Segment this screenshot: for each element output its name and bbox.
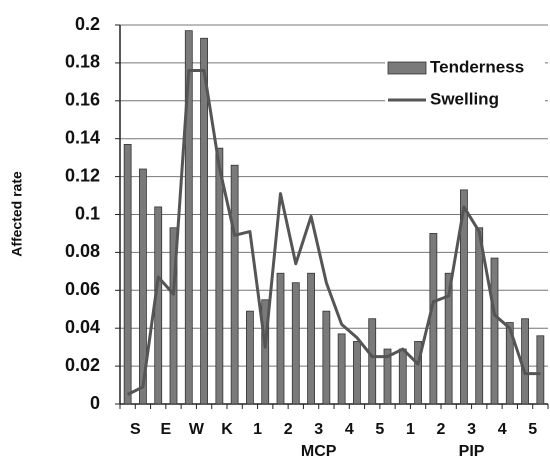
x-tick-label: 3 xyxy=(314,421,323,438)
y-tick-label: 0.06 xyxy=(65,279,100,299)
x-tick-label: 3 xyxy=(467,421,476,438)
x-tick-label: 4 xyxy=(345,421,354,438)
x-tick-label: 5 xyxy=(375,421,384,438)
bar xyxy=(475,227,484,405)
line xyxy=(126,68,541,396)
y-tick-label: 0.16 xyxy=(65,90,100,110)
x-tick-label: 1 xyxy=(406,421,415,438)
bar xyxy=(261,299,270,405)
bar xyxy=(139,168,147,405)
x-tick-label: 1 xyxy=(253,421,262,438)
x-tick-label: 4 xyxy=(498,421,507,438)
y-tick-label: 0.14 xyxy=(65,127,100,147)
group-label: PIP xyxy=(459,443,485,460)
y-axis-label: Affected rate xyxy=(9,171,25,257)
bar xyxy=(307,272,315,405)
bar xyxy=(246,310,254,405)
bar xyxy=(230,164,239,405)
bar xyxy=(322,310,331,405)
y-tick-label: 0.2 xyxy=(75,14,100,34)
x-tick-label: S xyxy=(130,421,141,438)
bar xyxy=(444,272,453,405)
bar xyxy=(200,37,208,405)
bar xyxy=(368,318,377,405)
bar xyxy=(276,272,285,405)
x-tick-label: K xyxy=(221,421,233,438)
y-tick-label: 0.1 xyxy=(75,203,100,223)
bar xyxy=(123,143,132,405)
y-tick-label: 0 xyxy=(90,393,100,413)
y-tick-label: 0.08 xyxy=(65,241,100,261)
y-tick-label: 0.04 xyxy=(65,317,100,337)
bar xyxy=(291,282,300,405)
legend-label: Swelling xyxy=(430,89,499,108)
x-tick-label: E xyxy=(161,421,172,438)
legend-swatch xyxy=(387,61,427,75)
x-tick-label: 5 xyxy=(528,421,537,438)
bar xyxy=(536,335,545,405)
group-label: MCP xyxy=(301,443,337,460)
bar xyxy=(383,348,392,405)
bar xyxy=(429,233,438,405)
bar xyxy=(215,147,224,405)
bar xyxy=(505,322,514,405)
bar xyxy=(490,257,499,405)
y-tick-label: 0.02 xyxy=(65,355,100,375)
x-tick-label: 2 xyxy=(284,421,293,438)
legend-label: Tenderness xyxy=(430,57,524,76)
bar xyxy=(353,341,361,405)
x-tick-label: W xyxy=(189,421,205,438)
bar xyxy=(521,318,529,405)
bar xyxy=(337,333,346,405)
bar xyxy=(460,189,468,405)
y-tick-label: 0.18 xyxy=(65,52,100,72)
y-tick-label: 0.12 xyxy=(65,165,100,185)
bar xyxy=(184,30,193,405)
bar xyxy=(169,227,178,405)
x-tick-label: 2 xyxy=(437,421,446,438)
bar xyxy=(414,341,422,405)
bar xyxy=(398,348,407,405)
